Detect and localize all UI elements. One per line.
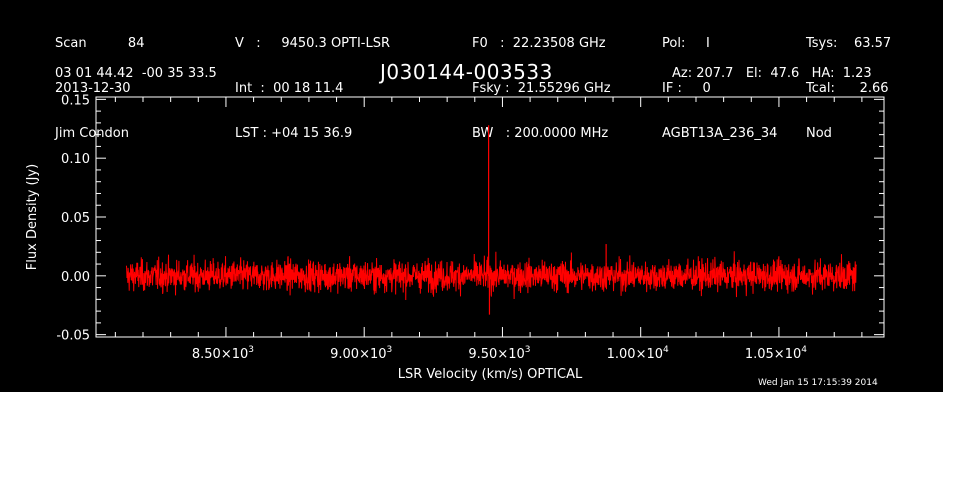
y-axis-label: Flux Density (Jy) [25, 164, 40, 270]
header-pol-info: Pol: I IF : 0 AGBT13A_236_34 [662, 6, 777, 171]
header-scan-info: Scan 84 2013-12-30 Jim Condon [55, 6, 144, 171]
y-tick-label: 0.05 [61, 211, 90, 226]
x-axis-label: LSR Velocity (km/s) OPTICAL [398, 367, 583, 382]
timestamp: Wed Jan 15 17:15:39 2014 [758, 378, 878, 388]
header-text: Pol: I [662, 36, 710, 51]
y-tick-label: -0.05 [56, 329, 90, 344]
az-el-ha: Az: 207.7 El: 47.6 HA: 1.23 [672, 66, 872, 81]
source-name: J030144-003533 [380, 60, 553, 84]
header-text: Fsky : 21.55296 GHz [472, 81, 611, 96]
y-tick-label: 0.10 [61, 152, 90, 167]
header-text: 2013-12-30 [55, 81, 131, 96]
x-tick-label: 1.00×104 [607, 345, 669, 362]
header-text: Tsys: 63.57 [806, 36, 892, 51]
spectrum-noise-line [125, 251, 857, 301]
y-tick-label: 0.15 [61, 93, 90, 108]
header-text: Nod [806, 126, 832, 141]
header-text: V : 9450.3 OPTI-LSR [235, 36, 391, 51]
header-text: Tcal: 2.66 [806, 81, 889, 96]
header-text: Scan 84 [55, 36, 145, 51]
x-tick-label: 9.50×103 [468, 345, 530, 362]
header-text: Int : 00 18 11.4 [235, 81, 344, 96]
header-text: LST : +04 15 36.9 [235, 126, 353, 141]
header-text: AGBT13A_236_34 [662, 126, 778, 141]
header-velocity-info: V : 9450.3 OPTI-LSR Int : 00 18 11.4 LST… [235, 6, 390, 171]
x-tick-label: 8.50×103 [192, 345, 254, 362]
header-text: Jim Condon [55, 126, 129, 141]
x-tick-label: 1.05×104 [745, 345, 807, 362]
spectrum-chart: -0.05 0.00 0.05 0.10 0.15 8.50×103 9.00×103 9.5… [25, 93, 885, 382]
coordinates: 03 01 44.42 -00 35 33.5 [55, 66, 217, 81]
header-text: IF : 0 [662, 81, 711, 96]
header-frequency-info: F0 : 22.23508 GHz Fsky : 21.55296 GHz BW… [472, 6, 611, 171]
x-tick-label: 9.00×103 [330, 345, 392, 362]
spectrum-panel: Scan 84 2013-12-30 Jim Condon V : 9450.3… [0, 0, 943, 392]
header-text: BW : 200.0000 MHz [472, 126, 609, 141]
header-tsys-info: Tsys: 63.57 Tcal: 2.66 Nod [806, 6, 891, 171]
y-tick-label: 0.00 [61, 270, 90, 285]
header-text: F0 : 22.23508 GHz [472, 36, 606, 51]
